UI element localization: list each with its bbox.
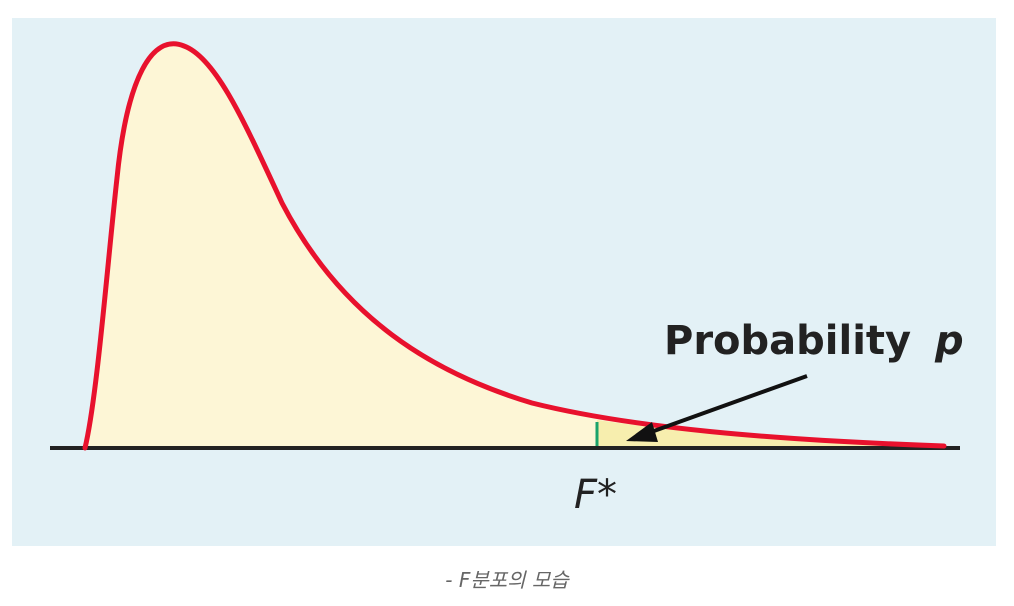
svg-text:Probability p: Probability p [664, 318, 964, 364]
tail-area [597, 420, 944, 448]
density-area [85, 43, 944, 448]
density-curve [82, 41, 947, 451]
probability-symbol: p [934, 318, 964, 364]
f-distribution-diagram: Probability p F* [50, 41, 964, 518]
probability-arrow-shaft [639, 374, 808, 438]
probability-label: Probability [664, 318, 911, 364]
figure-caption: - F분포의 모습 [445, 568, 569, 592]
probability-arrow-head [626, 422, 658, 442]
critical-value-label: F* [574, 472, 617, 518]
f-distribution-figure: Probability p F* [12, 18, 996, 546]
